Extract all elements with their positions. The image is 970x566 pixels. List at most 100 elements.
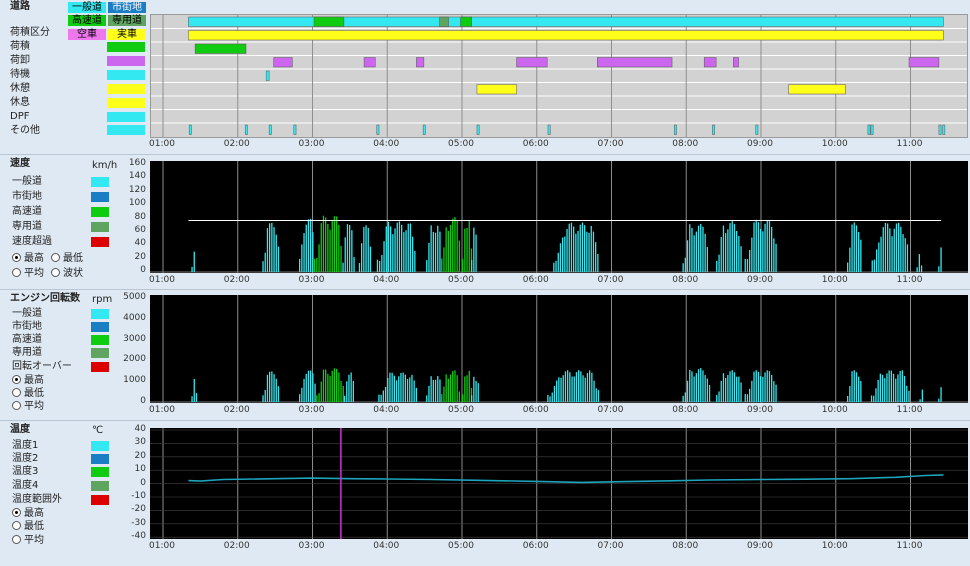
- swatch-unload: [107, 56, 145, 66]
- chart-bar: [573, 226, 575, 272]
- chip-loaded[interactable]: 実車: [108, 29, 146, 40]
- chart-bar: [361, 243, 363, 272]
- chart-bar: [452, 218, 454, 272]
- chart-bar: [695, 231, 697, 272]
- chart-bar: [468, 370, 470, 402]
- chart-bar: [275, 378, 277, 402]
- time-tick: 07:00: [597, 139, 624, 149]
- chart-bar: [432, 380, 434, 402]
- other-tick: [938, 124, 942, 135]
- chart-bar: [379, 261, 381, 272]
- temp-option-max[interactable]: 最高: [12, 508, 44, 519]
- chart-bar: [847, 262, 849, 272]
- chart-bar: [938, 266, 940, 272]
- time-tick: 05:00: [448, 405, 474, 415]
- chart-bar: [700, 223, 702, 272]
- cargo-bar: [188, 30, 944, 41]
- chart-bar: [439, 379, 441, 402]
- chart-bar: [411, 374, 413, 402]
- speed-chart[interactable]: [150, 161, 968, 273]
- chart-bar: [305, 373, 307, 402]
- chart-bar: [473, 376, 475, 402]
- unload-bar: [703, 57, 717, 68]
- temp-option-avg[interactable]: 平均: [12, 535, 44, 546]
- speed-swatch-exceed: [91, 237, 109, 247]
- y-tick: -30: [131, 517, 146, 528]
- chart-bar: [886, 373, 888, 402]
- time-tick: 08:00: [672, 139, 699, 149]
- chart-bar: [751, 380, 753, 402]
- chart-bar: [428, 385, 430, 402]
- row-label-rest: 休息: [10, 97, 30, 108]
- temp-legend-1: 温度1: [12, 440, 39, 451]
- rpm-legend-senyo: 専用道: [12, 347, 42, 358]
- chart-bar: [475, 380, 477, 402]
- chip-senyo[interactable]: 専用道: [108, 15, 146, 26]
- chip-kosoku[interactable]: 高速道: [68, 15, 106, 26]
- other-tick: [376, 124, 380, 135]
- chart-bar: [740, 382, 742, 402]
- rpm-option-max[interactable]: 最高: [12, 375, 44, 386]
- chip-empty[interactable]: 空車: [68, 29, 106, 40]
- time-tick: 03:00: [298, 541, 325, 551]
- chart-bar: [582, 375, 584, 402]
- chart-bar: [586, 373, 589, 402]
- chart-bar: [277, 386, 280, 402]
- chart-bar: [437, 225, 439, 272]
- chip-shigaichi[interactable]: 市街地: [108, 2, 146, 13]
- chart-bar: [477, 383, 479, 402]
- chart-bar: [456, 221, 458, 272]
- time-tick: 05:00: [448, 275, 474, 285]
- chart-bar: [414, 251, 416, 272]
- chart-bar: [430, 376, 432, 402]
- chart-bar: [727, 375, 729, 402]
- other-tick: [293, 124, 297, 135]
- chart-bar: [452, 371, 454, 402]
- chart-bar: [766, 370, 768, 402]
- chart-bar: [591, 372, 593, 402]
- chart-bar: [340, 381, 342, 402]
- chart-bar: [405, 230, 407, 272]
- chart-bar: [575, 233, 577, 272]
- status-timeline-grid[interactable]: [150, 14, 968, 138]
- time-tick: 01:00: [149, 139, 175, 149]
- chart-bar: [725, 378, 727, 402]
- rpm-option-avg[interactable]: 平均: [12, 401, 44, 412]
- chart-bar: [412, 236, 414, 272]
- chart-bar: [350, 372, 352, 402]
- chart-bar: [847, 396, 849, 402]
- chart-bar: [921, 389, 923, 402]
- speed-y-axis: 160 140 120 100 80 60 40 20 0: [120, 158, 148, 275]
- rpm-chart[interactable]: [150, 295, 968, 403]
- chart-bar: [336, 368, 338, 402]
- chart-bar: [766, 219, 768, 272]
- chart-bar: [413, 380, 415, 402]
- chart-bar: [553, 262, 555, 272]
- chart-bar: [475, 234, 477, 272]
- temp-option-min[interactable]: 最低: [12, 521, 44, 532]
- chart-bar: [551, 392, 553, 402]
- speed-option-min[interactable]: 最低: [51, 253, 83, 264]
- chart-bar: [407, 223, 409, 272]
- chart-bar: [401, 224, 403, 272]
- row-label-break: 休憩: [10, 83, 30, 94]
- rpm-option-min[interactable]: 最低: [12, 388, 44, 399]
- other-tick: [870, 124, 874, 135]
- chart-bar: [891, 236, 893, 272]
- chart-bar: [757, 222, 760, 272]
- rpm-legend-shigaichi: 市街地: [12, 321, 42, 332]
- temp-chart[interactable]: [150, 428, 968, 539]
- chart-bar: [402, 372, 404, 402]
- speed-option-avg[interactable]: 平均: [12, 268, 44, 279]
- chart-bar: [329, 229, 331, 272]
- speed-option-wave[interactable]: 波状: [51, 268, 83, 279]
- chart-bar: [729, 371, 731, 402]
- chip-ippan[interactable]: 一般道: [68, 2, 106, 13]
- rpm-swatch-kosoku: [91, 335, 109, 345]
- chart-bar: [901, 370, 903, 402]
- speed-option-max[interactable]: 最高: [12, 253, 44, 264]
- chart-bar: [395, 380, 398, 402]
- chart-bar: [744, 259, 746, 272]
- chart-bar: [396, 222, 398, 272]
- chart-bar: [897, 374, 899, 402]
